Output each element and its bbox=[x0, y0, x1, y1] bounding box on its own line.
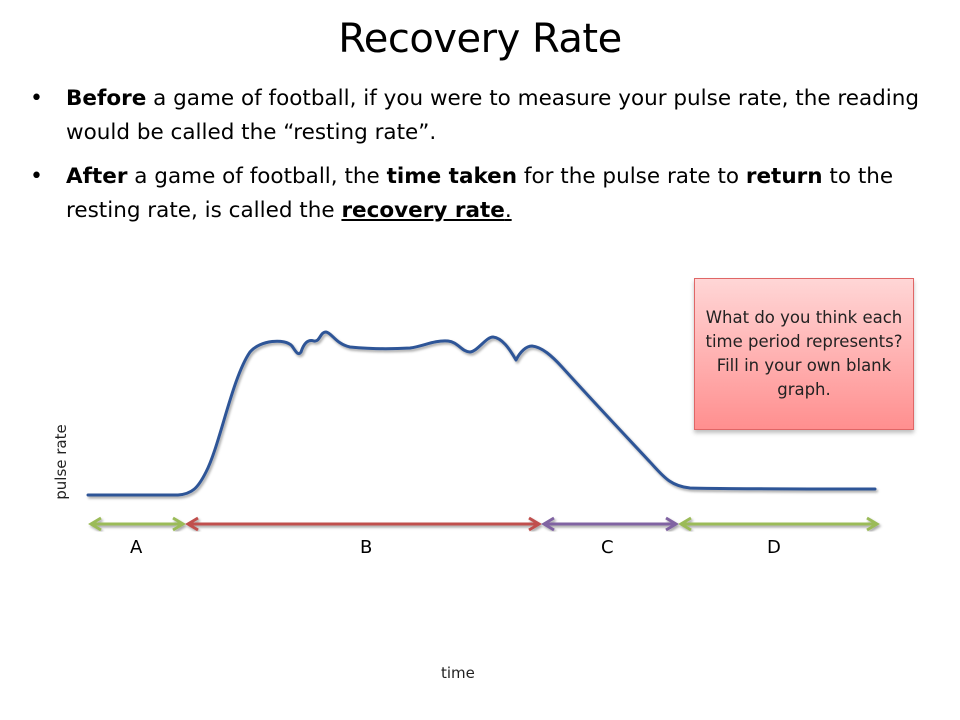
question-callout: What do you think each time period repre… bbox=[694, 278, 914, 430]
bullet-list: • Before a game of football, if you were… bbox=[30, 82, 940, 238]
period-d-arrow bbox=[678, 516, 880, 532]
bullet-after-text-2: for the pulse rate to bbox=[517, 164, 746, 189]
slide-title: Recovery Rate bbox=[338, 16, 622, 62]
pulse-curve bbox=[86, 330, 877, 497]
bullet-after-text-4: . bbox=[504, 198, 512, 223]
y-axis-label: pulse rate bbox=[52, 424, 70, 500]
period-label-d: D bbox=[767, 537, 781, 558]
period-a-arrow bbox=[88, 516, 186, 532]
bullet-after-bold-time-taken: time taken bbox=[386, 164, 518, 189]
bullet-after-text-3: to the resting rate, is called the bbox=[66, 164, 894, 223]
bullet-after-bold: After bbox=[66, 164, 128, 189]
period-b-arrow bbox=[185, 516, 542, 532]
bullet-after-bold-recovery-rate: recovery rate bbox=[341, 198, 505, 223]
bullet-dot-icon: • bbox=[30, 86, 43, 111]
question-callout-text: What do you think each time period repre… bbox=[705, 308, 903, 399]
bullet-before-text: a game of football, if you were to measu… bbox=[66, 86, 920, 145]
bullet-after: • After a game of football, the time tak… bbox=[30, 160, 940, 228]
bullet-after-text-1: a game of football, the bbox=[127, 164, 387, 189]
x-axis-label: time bbox=[441, 664, 475, 682]
period-label-c: C bbox=[601, 537, 614, 558]
bullet-before: • Before a game of football, if you were… bbox=[30, 82, 940, 150]
period-label-a: A bbox=[130, 537, 143, 558]
bullet-after-bold-return: return bbox=[745, 164, 823, 189]
bullet-dot-icon: • bbox=[30, 164, 43, 189]
period-c-arrow bbox=[541, 516, 679, 532]
bullet-before-bold: Before bbox=[66, 86, 147, 111]
period-label-b: B bbox=[360, 537, 373, 558]
